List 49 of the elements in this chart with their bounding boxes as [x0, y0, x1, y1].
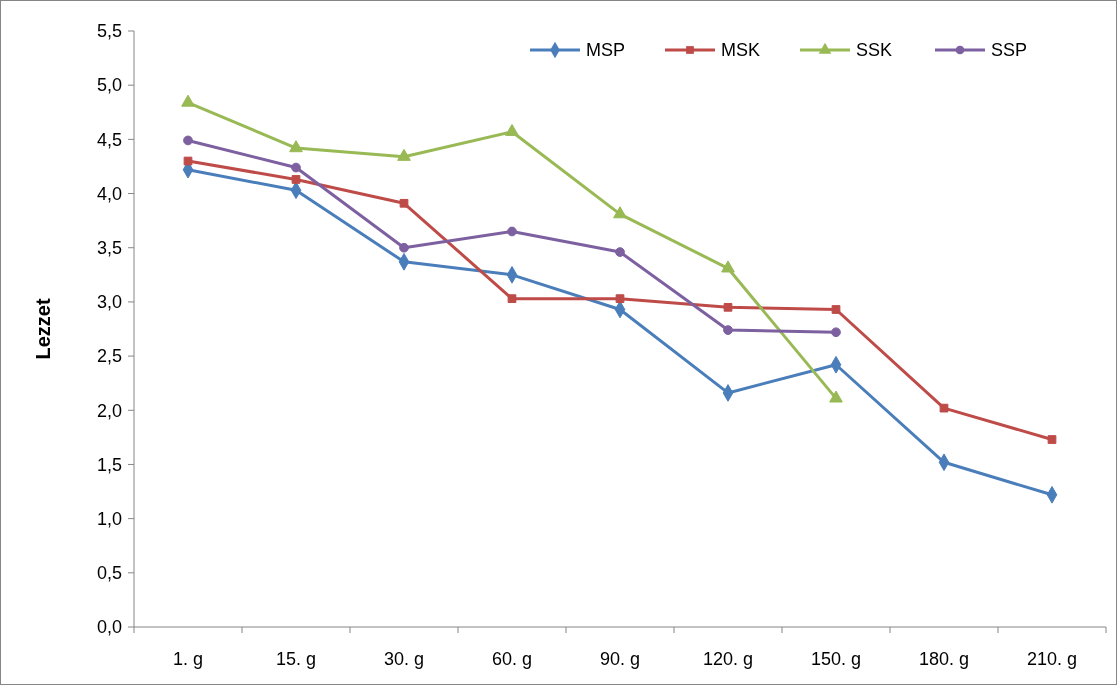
point	[183, 135, 193, 146]
point	[399, 198, 409, 208]
point	[289, 140, 303, 153]
point	[615, 294, 625, 304]
legend-label: MSP	[586, 40, 626, 61]
y-tick-label: 5,0	[96, 75, 122, 96]
point	[291, 175, 301, 184]
point	[723, 302, 733, 312]
point	[723, 325, 733, 335]
x-tick-label: 210. g	[1026, 649, 1078, 669]
x-tick-label: 15. g	[275, 649, 317, 669]
y-tick-label: 3,5	[96, 238, 122, 259]
point	[613, 206, 627, 219]
point	[829, 390, 843, 403]
point	[399, 242, 409, 253]
y-tick-label: 2,5	[96, 346, 122, 367]
y-tick-label: 5,5	[96, 21, 122, 42]
point	[291, 162, 301, 173]
y-tick-label: 4,0	[96, 183, 122, 204]
x-tick-label: 120. g	[702, 649, 754, 669]
y-tick-label: 0,0	[96, 617, 122, 638]
point	[181, 94, 195, 107]
y-tick-label: 3,0	[96, 292, 122, 313]
point	[397, 148, 411, 161]
y-tick-label: 0,5	[96, 563, 122, 584]
x-tick-label: 90. g	[599, 649, 641, 669]
legend-label: SSP	[991, 40, 1028, 61]
y-axis-title: Lezzet	[32, 298, 54, 360]
point	[507, 226, 517, 237]
point	[939, 403, 949, 413]
point	[831, 305, 841, 314]
x-tick-label: 180. g	[918, 649, 970, 669]
y-tick-label: 1,5	[96, 454, 122, 475]
point	[831, 327, 841, 338]
point	[615, 247, 625, 257]
legend-label: MSK	[721, 40, 761, 61]
point	[1047, 435, 1057, 444]
x-tick-label: 30. g	[383, 649, 425, 669]
point	[505, 123, 519, 136]
point	[183, 156, 193, 166]
point	[721, 260, 735, 273]
x-tick-label: 60. g	[491, 649, 533, 669]
legend-label: SSK	[856, 40, 893, 61]
x-tick-label: 150. g	[810, 649, 862, 669]
x-tick-label: 1. g	[172, 649, 204, 669]
y-tick-label: 2,0	[96, 400, 122, 421]
y-tick-label: 1,0	[96, 508, 122, 529]
point	[507, 294, 517, 304]
y-tick-label: 4,5	[96, 129, 122, 150]
